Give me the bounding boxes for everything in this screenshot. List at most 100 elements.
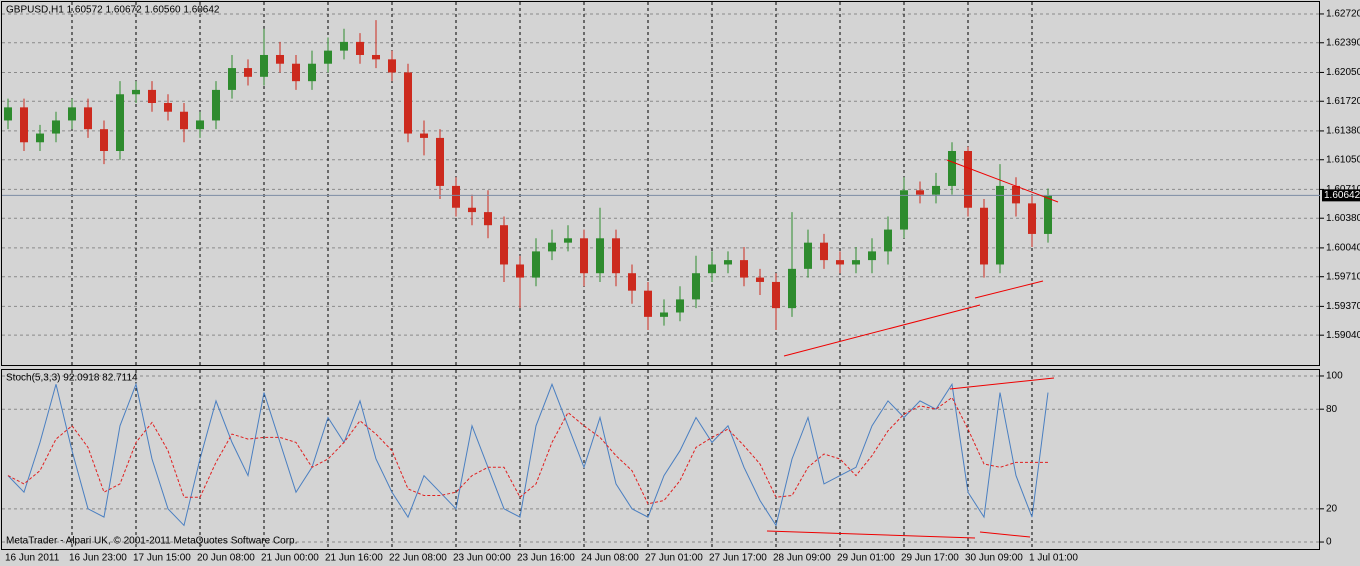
candle-body — [596, 238, 604, 274]
candle-body — [852, 260, 860, 265]
candle-body — [500, 225, 508, 265]
x-tick-label: 28 Jun 09:00 — [773, 553, 831, 564]
candle-body — [820, 242, 828, 261]
trend-line — [766, 530, 976, 539]
x-tick-label: 23 Jun 16:00 — [517, 553, 575, 564]
y-tick-label: 1.59040 — [1326, 330, 1360, 341]
y-tick-label: 1.60380 — [1326, 213, 1360, 224]
trend-line — [974, 280, 1044, 299]
trend-line — [979, 531, 1031, 538]
candle-body — [644, 290, 652, 317]
candle-body — [180, 111, 188, 130]
candle-body — [196, 120, 204, 130]
grid: 1.62720 1.62390 1.62050 1.61720 1.61380 1.610… — [2, 2, 1360, 550]
stoch-panel — [1, 369, 1320, 550]
candle-body — [532, 251, 540, 278]
candle-body — [420, 133, 428, 138]
candle-body — [372, 54, 380, 60]
y-tick-label: 1.61720 — [1326, 96, 1360, 107]
y-tick-label: 20 — [1326, 503, 1338, 514]
y-tick-label: 1.59710 — [1326, 271, 1360, 282]
candle-body — [308, 63, 316, 82]
candle-body — [612, 238, 620, 274]
candle-body — [772, 281, 780, 309]
candle-body — [980, 207, 988, 265]
candle-body — [468, 207, 476, 213]
y-tick-label: 1.60040 — [1326, 243, 1360, 254]
candle-body — [564, 238, 572, 243]
x-tick-label: 24 Jun 08:00 — [581, 553, 639, 564]
candle-body — [628, 273, 636, 291]
y-tick-label: 1.61050 — [1326, 154, 1360, 165]
candle-body — [404, 72, 412, 134]
candle-body — [708, 264, 716, 274]
candle-body — [516, 264, 524, 278]
candle-body — [324, 50, 332, 64]
y-tick-label: 1.62390 — [1326, 37, 1360, 48]
candle-body — [724, 260, 732, 265]
indicator-title: Stoch(5,3,3) 92.0918 82.7114 — [6, 373, 138, 384]
candle-body — [452, 185, 460, 208]
candle-body — [68, 107, 76, 121]
candle-body — [4, 107, 12, 121]
y-tick-label: 100 — [1326, 371, 1343, 382]
candle-body — [548, 242, 556, 252]
candle-body — [1044, 195, 1052, 234]
chart-title: GBPUSD,H1 1.60572 1.60672 1.60560 1.6064… — [6, 5, 220, 16]
candle-body — [692, 273, 700, 300]
candle-body — [52, 120, 60, 134]
trend-line — [783, 304, 981, 357]
x-tick-label: 16 Jun 2011 — [5, 553, 60, 564]
x-tick-label: 29 Jun 17:00 — [901, 553, 959, 564]
candle-body — [276, 54, 284, 64]
candle-body — [900, 190, 908, 230]
x-tick-label: 29 Jun 01:00 — [837, 553, 895, 564]
candle-body — [212, 89, 220, 121]
candle-body — [356, 41, 364, 55]
current-price-box — [1322, 189, 1360, 202]
candle-body — [836, 260, 844, 265]
candle-body — [1012, 185, 1020, 204]
y-tick-label: 80 — [1326, 404, 1338, 415]
y-tick-label: 1.61380 — [1326, 126, 1360, 137]
candle-body — [164, 102, 172, 112]
y-tick-label: 1.62720 — [1326, 9, 1360, 20]
candle-body — [292, 63, 300, 82]
x-tick-label: 17 Jun 15:00 — [133, 553, 191, 564]
candle-body — [996, 185, 1004, 265]
x-tick-label: 1 Jul 01:00 — [1029, 553, 1078, 564]
candle-body — [868, 251, 876, 261]
price-panel — [1, 1, 1320, 366]
candle-body — [260, 54, 268, 77]
candle-body — [756, 277, 764, 282]
candle-body — [132, 89, 140, 95]
x-tick-label: 21 Jun 16:00 — [325, 553, 383, 564]
candle-body — [100, 129, 108, 152]
candle-body — [932, 185, 940, 195]
candle-body — [660, 312, 668, 317]
candle-body — [116, 94, 124, 152]
candle-body — [916, 190, 924, 195]
x-tick-label: 22 Jun 08:00 — [389, 553, 447, 564]
x-tick-label: 27 Jun 17:00 — [709, 553, 767, 564]
candle-body — [884, 229, 892, 252]
trend-line — [949, 377, 1055, 390]
x-tick-label: 30 Jun 09:00 — [965, 553, 1023, 564]
trend-line — [946, 159, 1059, 203]
x-tick-label: 23 Jun 00:00 — [453, 553, 511, 564]
x-tick-label: 20 Jun 08:00 — [197, 553, 255, 564]
marks: 1.60642 — [2, 20, 1360, 527]
x-tick-label: 16 Jun 23:00 — [69, 553, 127, 564]
candle-body — [676, 299, 684, 313]
footer: MetaTrader - Alpari UK, © 2001-2011 Meta… — [6, 536, 297, 547]
candle-body — [948, 151, 956, 186]
candle-body — [36, 133, 44, 143]
candle-body — [436, 137, 444, 186]
candle-body — [1028, 203, 1036, 234]
candle-body — [580, 238, 588, 274]
current-price-label: 1.60642 — [1324, 190, 1360, 201]
candle-body — [340, 41, 348, 51]
